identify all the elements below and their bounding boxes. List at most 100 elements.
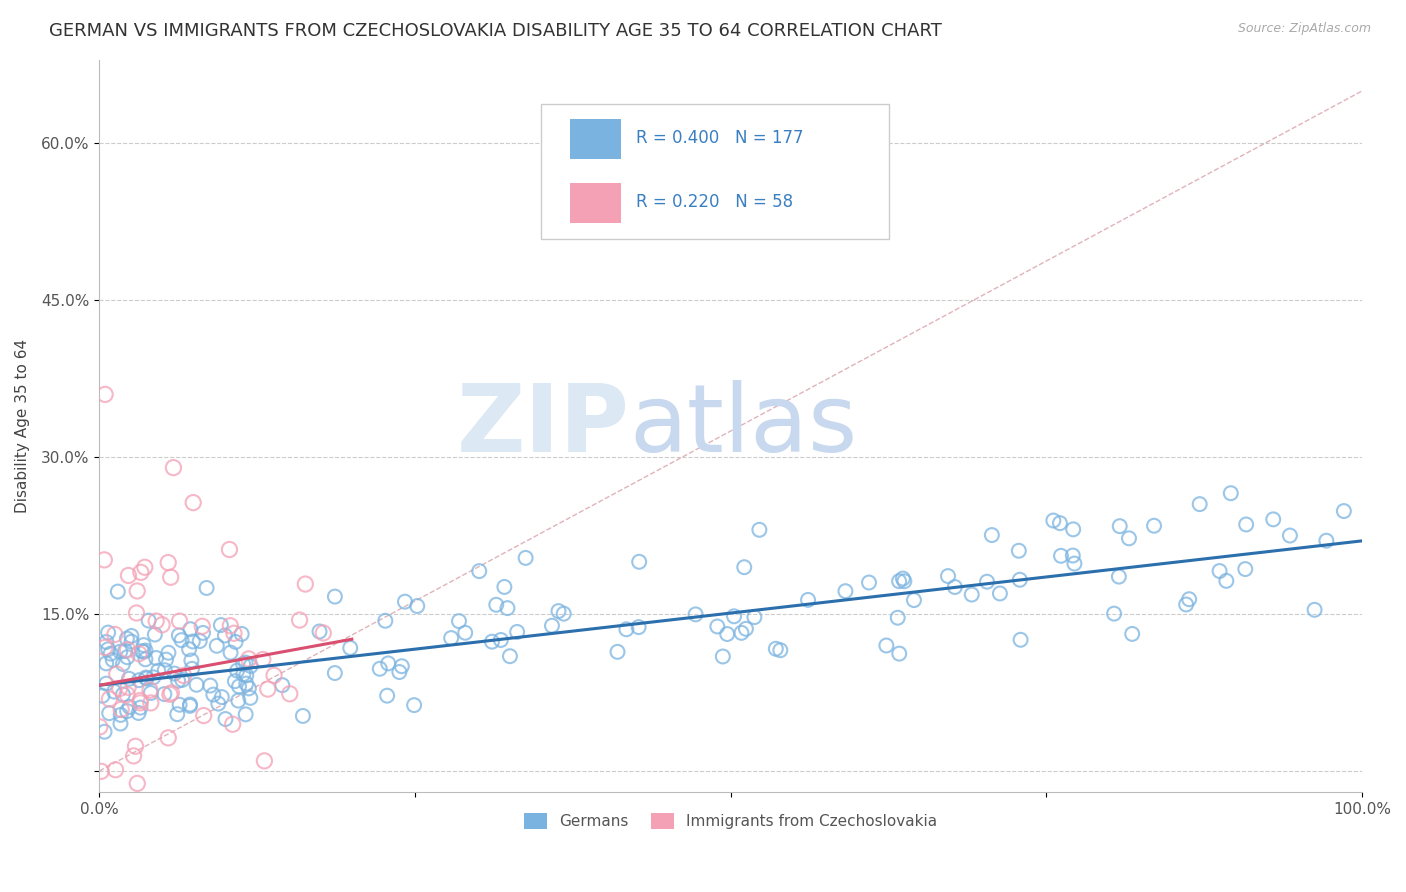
Point [135,672,157,686]
Point [616,622,638,636]
Point [1303,603,1326,617]
Point [145,614,167,628]
Point [339,640,361,655]
Point [193,708,215,723]
Point [124,739,146,754]
Point [494,580,516,594]
Point [406,599,429,613]
Point [159,687,181,701]
Point [211,690,233,704]
Point [769,643,792,657]
Point [1143,518,1166,533]
Point [960,588,983,602]
Point [162,460,184,475]
Point [730,625,752,640]
FancyBboxPatch shape [571,119,621,159]
Point [129,566,152,580]
Point [404,698,426,713]
Point [1315,533,1337,548]
Point [181,495,204,509]
Point [228,680,250,694]
Point [221,717,243,731]
Point [98,692,121,706]
Point [219,619,242,633]
Point [391,659,413,673]
Point [1118,531,1140,545]
Point [1178,592,1201,607]
Point [153,687,176,701]
Point [205,639,228,653]
Point [186,678,208,692]
Point [323,666,346,681]
Point [124,802,146,816]
Point [104,627,127,641]
Point [179,622,201,636]
Point [98,706,121,721]
Text: R = 0.220   N = 58: R = 0.220 N = 58 [636,194,793,211]
Point [127,584,149,599]
Point [294,577,316,591]
Point [980,528,1002,542]
Point [1175,598,1198,612]
Point [160,686,183,700]
Point [143,627,166,641]
Text: Source: ZipAtlas.com: Source: ZipAtlas.com [1237,22,1371,36]
Point [256,682,278,697]
Point [253,754,276,768]
Point [744,610,766,624]
FancyBboxPatch shape [571,183,621,223]
Point [765,641,787,656]
Point [1049,516,1071,531]
Point [1215,574,1237,588]
Point [291,709,314,723]
Point [716,627,738,641]
Point [489,632,512,647]
Point [121,827,143,841]
Point [706,619,728,633]
Point [858,575,880,590]
Point [988,586,1011,600]
Point [235,707,257,722]
Point [115,632,138,646]
Point [454,625,477,640]
Point [1188,497,1211,511]
Point [111,688,134,702]
Point [134,560,156,574]
Point [1050,549,1073,563]
Point [191,626,214,640]
Point [105,667,128,681]
Point [128,647,150,661]
Point [150,617,173,632]
Point [547,604,569,618]
Point [226,693,249,707]
Point [103,684,125,698]
Point [943,580,966,594]
Point [179,698,201,712]
Point [93,553,115,567]
Point [96,635,118,649]
Point [214,628,236,642]
Point [94,640,117,655]
Point [169,698,191,712]
Legend: Germans, Immigrants from Czechoslovakia: Germans, Immigrants from Czechoslovakia [517,807,943,836]
Point [606,645,628,659]
Point [129,700,152,714]
Point [129,693,152,707]
Point [100,647,122,661]
Point [1008,573,1031,587]
Point [114,644,136,658]
Point [181,634,204,648]
Point [134,652,156,666]
Point [157,646,180,660]
Point [1102,607,1125,621]
Point [97,625,120,640]
Point [231,627,253,641]
Point [173,668,195,682]
Point [209,618,232,632]
Point [388,665,411,679]
Point [886,611,908,625]
Point [128,673,150,688]
Point [118,672,141,686]
Point [117,642,139,657]
Point [104,763,127,777]
